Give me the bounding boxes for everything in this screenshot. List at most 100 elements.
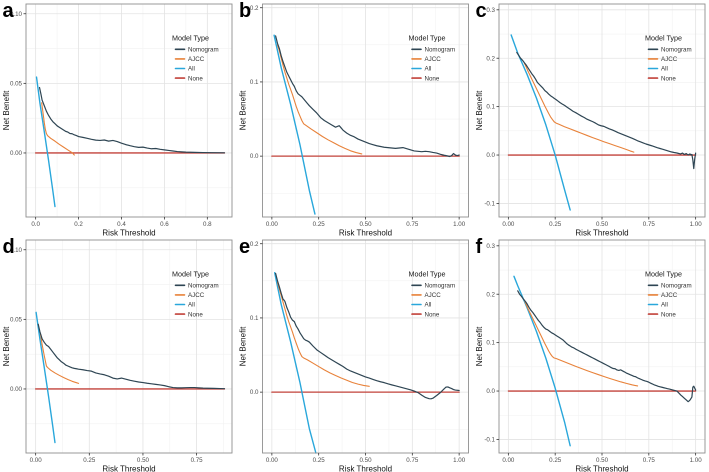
legend: Model Type Nomogram AJCC All None bbox=[172, 34, 219, 83]
y-axis-label: Net Benefit bbox=[475, 90, 484, 130]
legend-entry-all: All bbox=[174, 302, 195, 309]
legend-label-ajcc: AJCC bbox=[188, 56, 205, 63]
legend-label-all: All bbox=[425, 66, 432, 73]
dca-plot-f: 0.00 0.25 0.50 0.75 1.00 -0.1 0.0 0.1 0.2 0.3 Risk… bbox=[475, 236, 706, 472]
series-nomogram-line bbox=[38, 86, 226, 154]
series-ajcc-line bbox=[41, 102, 75, 156]
x-tick-label: 0.00 bbox=[502, 221, 515, 228]
legend-entry-all: All bbox=[174, 66, 195, 73]
y-axis-label: Net Benefit bbox=[2, 326, 11, 366]
x-tick-label: 0.4 bbox=[117, 221, 126, 228]
x-axis-label: Risk Threshold bbox=[339, 465, 392, 472]
x-tick-label: 1.00 bbox=[690, 457, 703, 464]
legend-entry-nomogram: Nomogram bbox=[174, 283, 219, 290]
series-ajcc-line bbox=[523, 299, 639, 387]
series-all-line bbox=[35, 76, 56, 208]
legend-entry-nomogram: Nomogram bbox=[647, 47, 692, 54]
legend-label-ajcc: AJCC bbox=[425, 56, 442, 63]
dca-panel-f: 0.00 0.25 0.50 0.75 1.00 -0.1 0.0 0.1 0.2 0.3 Risk… bbox=[473, 236, 709, 472]
x-tick-label: 0.0 bbox=[31, 221, 40, 228]
axis-ticks bbox=[260, 7, 460, 220]
legend-label-all: All bbox=[661, 302, 668, 309]
x-tick-label: 0.00 bbox=[266, 457, 279, 464]
y-tick-label: 0.0 bbox=[486, 388, 495, 395]
legend-label-ajcc: AJCC bbox=[188, 292, 205, 299]
dca-panel-a: 0.0 0.2 0.4 0.6 0.8 0.00 0.05 0.10 Risk Threshol… bbox=[0, 0, 236, 236]
x-tick-label: 0.50 bbox=[359, 457, 372, 464]
legend-label-none: None bbox=[188, 75, 203, 82]
y-tick-label: 0.3 bbox=[486, 7, 495, 14]
legend-entry-nomogram: Nomogram bbox=[647, 283, 692, 290]
legend-title: Model Type bbox=[645, 34, 682, 43]
panel-letter-a: a bbox=[3, 0, 15, 22]
x-tick-label: 0.25 bbox=[313, 457, 326, 464]
x-axis-label: Risk Threshold bbox=[102, 229, 155, 237]
legend-label-none: None bbox=[188, 311, 203, 318]
series-nomogram-line bbox=[37, 323, 226, 390]
series-ajcc-line bbox=[39, 332, 80, 384]
legend-label-nomogram: Nomogram bbox=[188, 283, 219, 290]
axis-ticks bbox=[496, 245, 697, 456]
x-tick-label: 0.50 bbox=[596, 457, 609, 464]
legend-label-nomogram: Nomogram bbox=[425, 47, 456, 54]
legend-label-all: All bbox=[661, 66, 668, 73]
dca-panel-c: 0.00 0.25 0.50 0.75 1.00 -0.1 0.0 0.1 0.2 0.3 Risk… bbox=[473, 0, 709, 236]
series-nomogram-line bbox=[517, 290, 697, 403]
legend-entry-ajcc: AJCC bbox=[411, 292, 441, 299]
legend-label-all: All bbox=[425, 302, 432, 309]
series-all-line bbox=[35, 311, 56, 444]
legend-entry-ajcc: AJCC bbox=[647, 56, 678, 63]
y-axis-label: Net Benefit bbox=[475, 326, 484, 366]
legend-title: Model Type bbox=[172, 270, 209, 279]
legend-entry-none: None bbox=[411, 311, 440, 318]
series-ajcc-line bbox=[523, 62, 635, 153]
x-tick-label: 0.25 bbox=[549, 457, 562, 464]
plot-border bbox=[25, 3, 233, 218]
y-tick-label: 0.0 bbox=[250, 389, 259, 396]
x-tick-label: 0.25 bbox=[313, 221, 326, 228]
x-tick-label: 1.00 bbox=[453, 457, 466, 464]
series-all-line bbox=[513, 275, 571, 447]
legend-entry-ajcc: AJCC bbox=[174, 56, 205, 63]
legend-entry-none: None bbox=[174, 311, 203, 318]
series-ajcc-line bbox=[276, 281, 370, 387]
legend-label-ajcc: AJCC bbox=[661, 292, 678, 299]
y-tick-label: 0.0 bbox=[486, 152, 495, 159]
legend-label-all: All bbox=[188, 66, 195, 73]
legend-entry-ajcc: AJCC bbox=[174, 292, 205, 299]
legend-title: Model Type bbox=[172, 34, 209, 43]
y-tick-label: 0.2 bbox=[250, 5, 259, 12]
legend-entry-nomogram: Nomogram bbox=[411, 283, 455, 290]
plot-area bbox=[26, 240, 232, 453]
y-tick-label: -0.1 bbox=[484, 201, 495, 208]
legend-entry-ajcc: AJCC bbox=[647, 292, 678, 299]
gridlines-minor bbox=[26, 4, 232, 217]
gridlines-minor bbox=[26, 240, 232, 453]
legend-entry-nomogram: Nomogram bbox=[174, 47, 219, 54]
axis-ticks bbox=[23, 249, 197, 456]
y-tick-label: 0.3 bbox=[486, 243, 495, 250]
legend-label-none: None bbox=[661, 311, 676, 318]
dca-plot-d: 0.00 0.25 0.50 0.75 0.00 0.05 0.10 Risk Thresho… bbox=[2, 236, 233, 472]
legend-label-ajcc: AJCC bbox=[661, 56, 678, 63]
panel-letter-e: e bbox=[239, 236, 250, 258]
legend-entry-all: All bbox=[411, 66, 432, 73]
series-all-line bbox=[273, 34, 316, 215]
x-tick-label: 0.00 bbox=[502, 457, 515, 464]
legend-entry-all: All bbox=[411, 302, 432, 309]
x-tick-label: 0.75 bbox=[643, 221, 656, 228]
legend-label-none: None bbox=[425, 311, 440, 318]
y-tick-label: 0.0 bbox=[250, 153, 259, 160]
x-axis-label: Risk Threshold bbox=[339, 229, 392, 237]
panel-letter-d: d bbox=[3, 236, 15, 258]
x-tick-label: 0.75 bbox=[643, 457, 656, 464]
x-axis-label: Risk Threshold bbox=[102, 465, 155, 472]
x-tick-label: 0.8 bbox=[203, 221, 212, 228]
y-axis-label: Net Benefit bbox=[2, 90, 11, 130]
legend-label-none: None bbox=[425, 75, 440, 82]
x-tick-label: 1.00 bbox=[690, 221, 703, 228]
legend-entry-none: None bbox=[647, 75, 676, 82]
dca-plot-a: 0.0 0.2 0.4 0.6 0.8 0.00 0.05 0.10 Risk Threshol… bbox=[2, 0, 233, 237]
x-tick-label: 0.2 bbox=[74, 221, 83, 228]
y-tick-label: 0.2 bbox=[486, 55, 495, 62]
